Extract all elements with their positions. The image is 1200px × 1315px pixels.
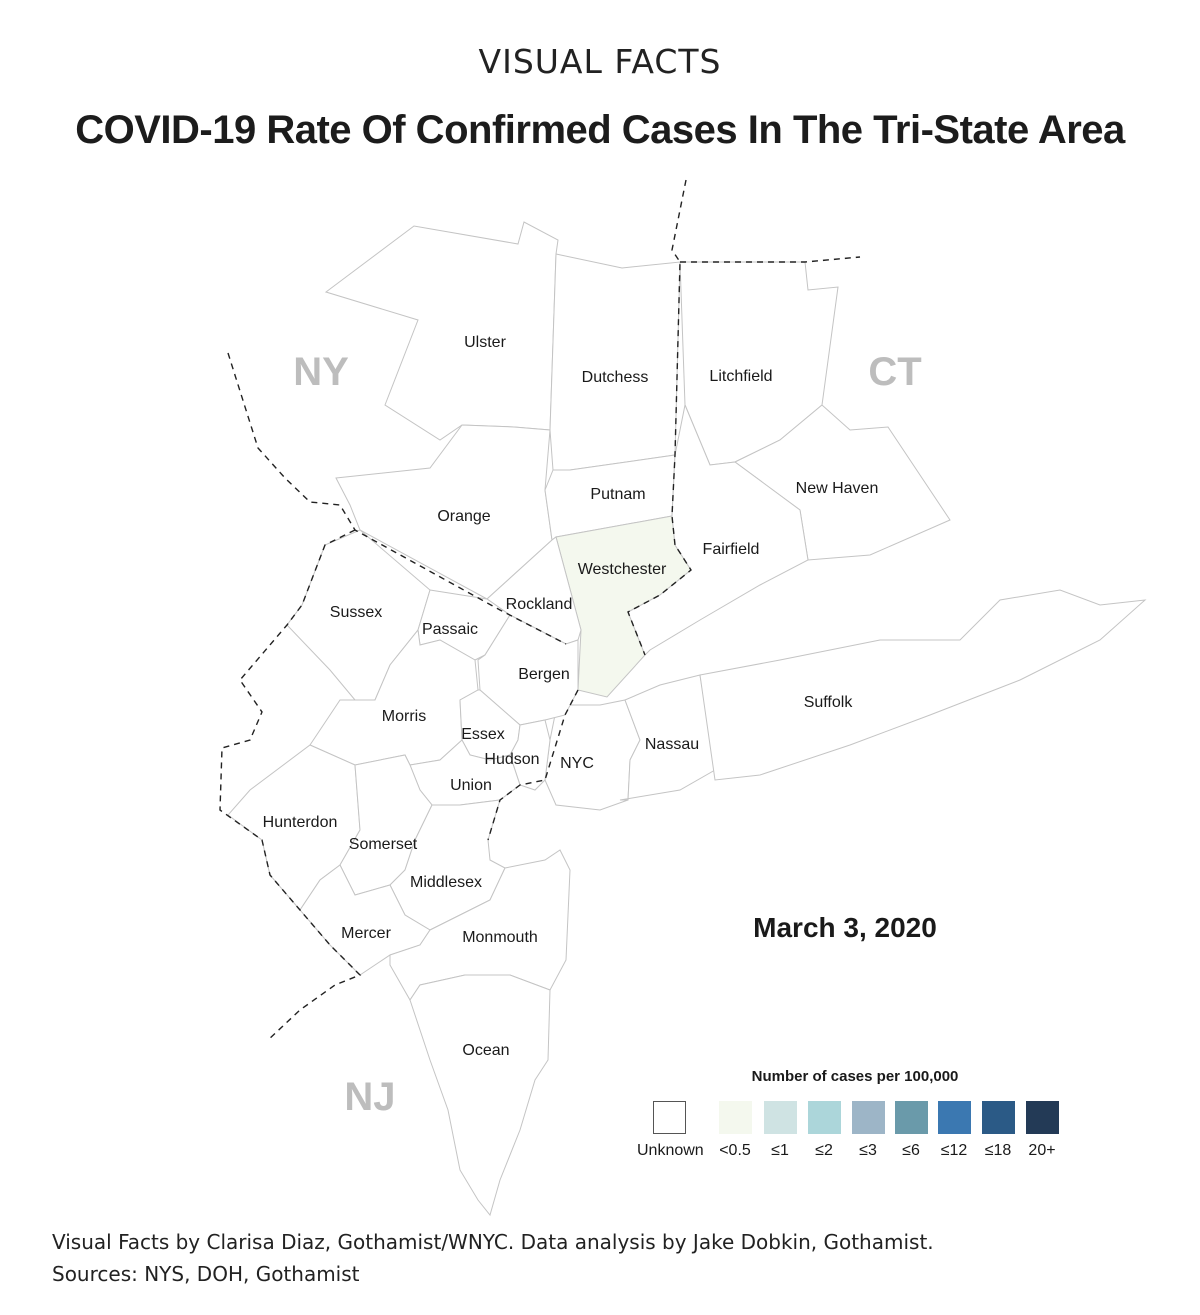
- legend-label: ≤6: [902, 1142, 920, 1159]
- county-label: Orange: [437, 508, 490, 525]
- county-label: Ocean: [462, 1042, 509, 1059]
- legend-swatch: [894, 1101, 928, 1134]
- footer-credit: Visual Facts by Clarisa Diaz, Gothamist/…: [52, 1230, 934, 1254]
- county-label: Rockland: [506, 596, 573, 613]
- county-label: Bergen: [518, 666, 570, 683]
- county-label: Monmouth: [462, 929, 538, 946]
- county-label: Mercer: [341, 925, 391, 942]
- ny-border-west: [227, 352, 567, 645]
- kicker: VISUAL FACTS: [478, 42, 722, 81]
- legend-swatch: [851, 1101, 885, 1134]
- county-ocean[interactable]: [409, 974, 551, 1217]
- legend-swatch: [652, 1101, 686, 1134]
- legend-swatch: [937, 1101, 971, 1134]
- county-label: Westchester: [578, 561, 667, 578]
- legend-swatch: [807, 1101, 841, 1134]
- legend-title: Number of cases per 100,000: [751, 1068, 959, 1085]
- nj-pa-border: [219, 529, 362, 1041]
- footer-sources: Sources: NYS, DOH, Gothamist: [52, 1262, 360, 1286]
- county-hudson[interactable]: [509, 719, 551, 791]
- county-label: Suffolk: [804, 694, 854, 711]
- county-ulster[interactable]: [324, 221, 559, 441]
- legend-label: <0.5: [719, 1142, 751, 1159]
- legend-item: ≤2: [792, 1101, 856, 1160]
- county-label: Dutchess: [582, 369, 649, 386]
- county-label: Ulster: [464, 334, 506, 351]
- county-label: Passaic: [422, 621, 478, 638]
- county-label: Middlesex: [410, 874, 482, 891]
- county-label: Essex: [461, 726, 505, 743]
- county-label: Hunterdon: [263, 814, 338, 831]
- legend-item: ≤18: [966, 1101, 1030, 1160]
- legend-item: Unknown: [637, 1101, 704, 1160]
- state-label-ct: CT: [868, 350, 921, 394]
- legend-swatch: [1025, 1101, 1059, 1134]
- county-label: Fairfield: [703, 541, 760, 558]
- ny-ct-border: [627, 179, 692, 656]
- legend-item: ≤12: [922, 1101, 986, 1160]
- map-date: March 3, 2020: [753, 912, 937, 943]
- county-label: Hudson: [484, 751, 539, 768]
- county-label: Morris: [382, 708, 426, 725]
- legend-label: ≤12: [940, 1142, 968, 1159]
- county-nassau[interactable]: [619, 674, 716, 801]
- legend-label: 20+: [1028, 1142, 1056, 1159]
- nj-ny-border-hudson: [487, 689, 579, 841]
- legend-label: Unknown: [637, 1142, 704, 1159]
- legend-item: ≤3: [836, 1101, 900, 1160]
- legend-swatch: [718, 1101, 752, 1134]
- legend-swatch: [981, 1101, 1015, 1134]
- state-label-ny: NY: [293, 350, 349, 394]
- legend-item: ≤6: [879, 1101, 943, 1160]
- county-dutchess[interactable]: [549, 253, 681, 471]
- legend-swatch: [763, 1101, 797, 1134]
- county-label: Putnam: [590, 486, 645, 503]
- county-label: NYC: [560, 755, 594, 772]
- legend-item: <0.5: [703, 1101, 767, 1160]
- county-label: Somerset: [349, 836, 418, 853]
- legend-label: ≤1: [771, 1142, 789, 1159]
- state-label-nj: NJ: [344, 1075, 395, 1119]
- county-suffolk[interactable]: [699, 589, 1147, 781]
- legend-item: ≤1: [748, 1101, 812, 1160]
- legend-label: ≤18: [984, 1142, 1012, 1159]
- county-label: Nassau: [645, 736, 699, 753]
- county-label: Litchfield: [709, 368, 772, 385]
- page-title: COVID-19 Rate Of Confirmed Cases In The …: [75, 108, 1125, 152]
- county-label: Sussex: [330, 604, 382, 621]
- ct-ma-border: [680, 256, 861, 263]
- county-label: Union: [450, 777, 492, 794]
- legend-label: ≤3: [859, 1142, 877, 1159]
- county-mercer[interactable]: [299, 864, 431, 976]
- legend-item: 20+: [1010, 1101, 1074, 1160]
- legend-label: ≤2: [815, 1142, 833, 1159]
- county-label: New Haven: [796, 480, 879, 497]
